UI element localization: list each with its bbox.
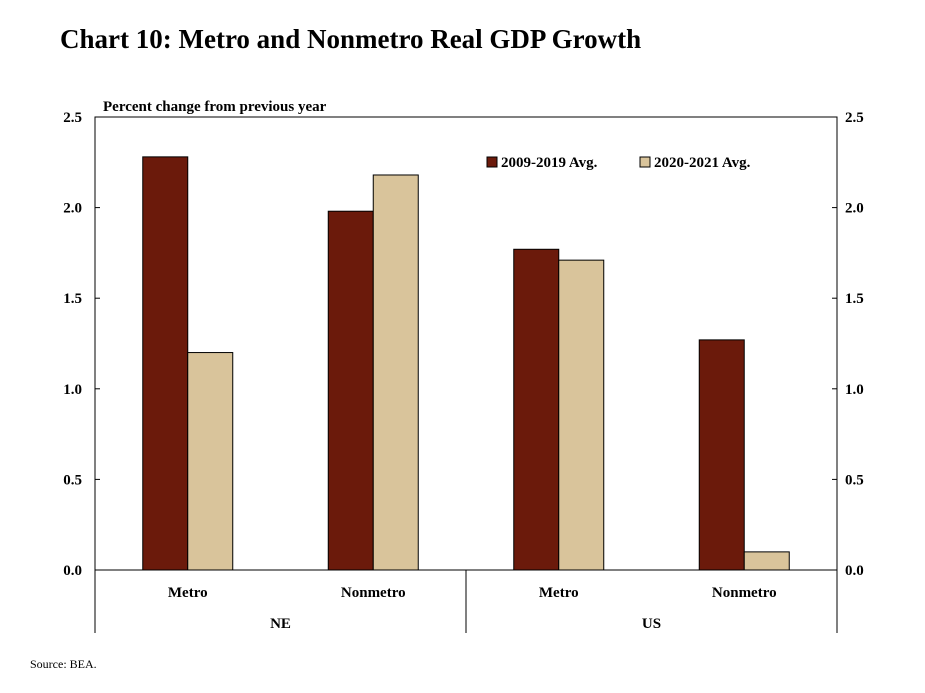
x-category-label: Nonmetro: [712, 585, 777, 601]
x-category-label: Metro: [539, 585, 579, 601]
y-tick-label-left: 2.5: [63, 110, 82, 126]
x-category-label: Metro: [168, 585, 208, 601]
y-tick-label-right: 0.0: [845, 563, 864, 579]
bar-series2: [743, 551, 790, 571]
right-axis-ticks: 0.0 0.5 1.0 1.5 2.0 2.5: [832, 110, 864, 579]
legend-label-1: 2009-2019 Avg.: [501, 155, 598, 171]
x-group-label: NE: [270, 616, 291, 632]
bar-series1: [327, 210, 374, 571]
bar-series2: [372, 174, 419, 571]
bar-series2: [558, 259, 605, 571]
legend-label-2: 2020-2021 Avg.: [654, 155, 751, 171]
bar-series1: [142, 156, 189, 571]
bar-series1: [513, 248, 560, 571]
y-tick-label-left: 2.0: [63, 201, 82, 217]
x-axis-labels: Metro Nonmetro Metro Nonmetro NE US: [94, 570, 838, 633]
y-tick-label-right: 2.0: [845, 201, 864, 217]
y-tick-label-left: 1.5: [63, 291, 82, 307]
x-group-label: US: [642, 616, 661, 632]
y-tick-label-right: 1.0: [845, 382, 864, 398]
y-tick-label-left: 0.0: [63, 563, 82, 579]
y-tick-label-right: 2.5: [845, 110, 864, 126]
y-axis-label: Percent change from previous year: [103, 99, 327, 115]
y-tick-label-left: 1.0: [63, 382, 82, 398]
y-tick-label-left: 0.5: [63, 472, 82, 488]
legend-swatch-1: [486, 156, 498, 168]
legend: 2009-2019 Avg. 2020-2021 Avg.: [486, 155, 751, 171]
y-tick-label-right: 1.5: [845, 291, 864, 307]
legend-swatch-2: [639, 156, 651, 168]
x-category-label: Nonmetro: [341, 585, 406, 601]
left-axis-ticks: 0.0 0.5 1.0 1.5 2.0 2.5: [63, 110, 100, 579]
y-tick-label-right: 0.5: [845, 472, 864, 488]
bar-series2: [187, 352, 234, 571]
chart-title: Chart 10: Metro and Nonmetro Real GDP Gr…: [60, 24, 642, 54]
bar-series1: [698, 339, 745, 571]
bars: [142, 156, 790, 571]
source-note: Source: BEA.: [30, 657, 97, 671]
